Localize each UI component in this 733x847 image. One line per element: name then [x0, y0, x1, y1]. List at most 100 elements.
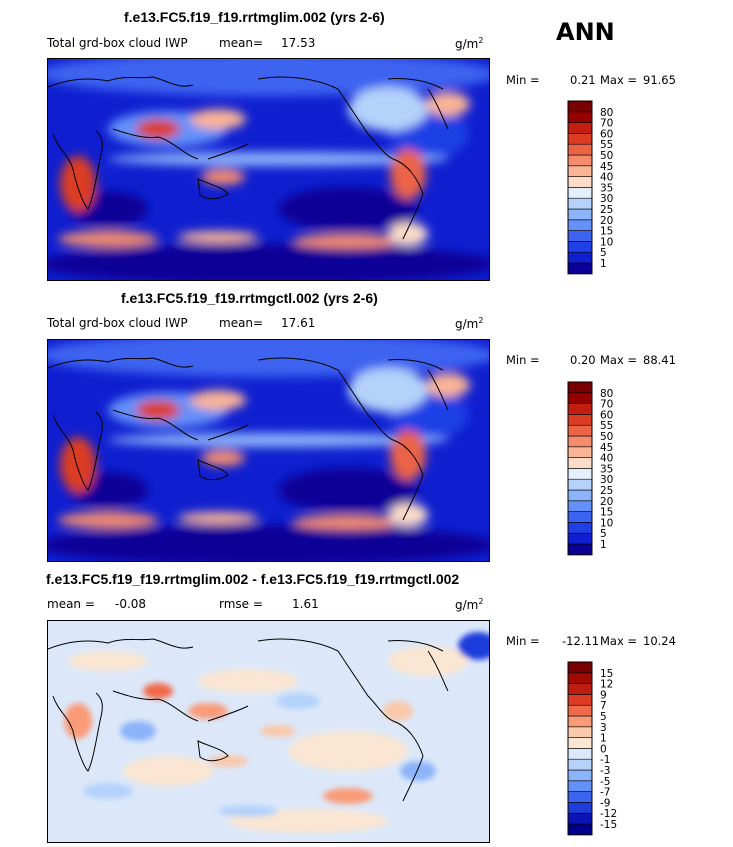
colorbar-swatch — [567, 522, 593, 534]
colorbar-tick-label: 45 — [600, 161, 613, 173]
colorbar-swatch — [567, 165, 593, 177]
panel2-max-value: 88.41 — [643, 353, 676, 367]
colorbar-tick-label: 20 — [600, 215, 613, 227]
colorbar-swatch — [567, 694, 593, 706]
colorbar-swatch — [567, 187, 593, 199]
panel3-max-value: 10.24 — [643, 634, 676, 648]
colorbar-tick-label: 12 — [600, 679, 613, 691]
colorbar-swatch — [567, 672, 593, 684]
colorbar-swatch — [567, 392, 593, 404]
colorbar-swatch — [567, 812, 593, 825]
panel3-title: f.e13.FC5.f19_f19.rrtmglim.002 - f.e13.F… — [46, 571, 460, 587]
colorbar-tick-label: -1 — [600, 754, 610, 766]
panel3-map — [47, 620, 490, 843]
panel1-mean-label: mean= — [219, 36, 264, 50]
panel2-title: f.e13.FC5.f19_f19.rrtmgctl.002 (yrs 2-6) — [121, 290, 378, 306]
colorbar-tick-label: 60 — [600, 128, 613, 140]
colorbar-tick-label: 9 — [600, 689, 607, 701]
panel2-max-label: Max = — [600, 353, 638, 367]
colorbar-swatch — [567, 219, 593, 231]
colorbar-swatch — [567, 403, 593, 415]
panel1-map-plot — [48, 59, 489, 280]
colorbar-tick-label: 0 — [600, 743, 607, 755]
panel3-max-label: Max = — [600, 634, 638, 648]
colorbar-tick-label: 35 — [600, 463, 613, 475]
colorbar-tick-label: 55 — [600, 139, 613, 151]
colorbar-swatch — [567, 726, 593, 738]
colorbar-tick-label: 25 — [600, 485, 613, 497]
panel2-mean-label: mean= — [219, 316, 264, 330]
panel1-mean-value: 17.53 — [281, 36, 316, 50]
colorbar-swatch — [567, 500, 593, 512]
colorbar-tick-label: 1 — [600, 733, 607, 745]
colorbar-swatch — [567, 478, 593, 491]
colorbar-tick-label: 80 — [600, 107, 613, 119]
panel3-rmse-value: 1.61 — [292, 597, 319, 611]
coastlines — [48, 638, 449, 802]
colorbar-swatch — [567, 791, 593, 803]
colorbar-swatch — [567, 435, 593, 448]
colorbar-tick-label: 30 — [600, 474, 613, 486]
panel1-title: f.e13.FC5.f19_f19.rrtmglim.002 (yrs 2-6) — [124, 9, 385, 25]
colorbar-tick-label: 60 — [600, 409, 613, 421]
colorbar-tick-label: -12 — [600, 808, 617, 820]
colorbar-swatch — [567, 511, 593, 523]
colorbar-outline — [567, 661, 593, 836]
colorbar-swatch — [567, 769, 593, 782]
colorbar-swatch — [567, 683, 593, 695]
colorbar-swatch — [567, 208, 593, 221]
colorbar-tick-label: 3 — [600, 722, 607, 734]
colorbar-swatch — [567, 737, 593, 749]
panel1-max-value: 91.65 — [643, 73, 676, 87]
colorbar-tick-label: -3 — [600, 765, 610, 777]
colorbar-tick-label: -15 — [600, 819, 617, 831]
colorbar-swatch — [567, 489, 593, 502]
panel2-map-plot — [48, 340, 489, 561]
colorbar-swatch — [567, 414, 593, 426]
panel3-mean-label: mean = — [47, 597, 95, 611]
colorbar-swatch — [567, 100, 593, 113]
panel3-mean-value: -0.08 — [115, 597, 147, 611]
colorbar-swatch — [567, 197, 593, 210]
colorbar-swatch — [567, 262, 593, 275]
colorbar-tick-label: 5 — [600, 528, 607, 540]
colorbar-tick-label: 50 — [600, 431, 613, 443]
colorbar-swatch — [567, 758, 593, 771]
colorbar-tick-label: -5 — [600, 776, 610, 788]
panel2-variable: Total grd-box cloud IWP — [47, 316, 188, 330]
colorbar-swatch — [567, 251, 593, 264]
colorbar-swatch — [567, 661, 593, 674]
panel1-min-value: 0.21 — [570, 73, 596, 87]
colorbar-tick-label: 7 — [600, 700, 607, 712]
panel3-min-value: -12.11 — [562, 634, 600, 648]
season-label: ANN — [556, 18, 615, 46]
panel2-map — [47, 339, 490, 562]
colorbar-outline — [567, 100, 593, 275]
colorbar-tick-label: 1 — [600, 539, 607, 551]
colorbar-tick-label: 50 — [600, 150, 613, 162]
colorbar-swatch — [567, 122, 593, 134]
colorbar-outline — [567, 381, 593, 556]
colorbar-tick-label: 80 — [600, 388, 613, 400]
colorbar-swatch — [567, 241, 593, 253]
colorbar-tick-label: 5 — [600, 711, 607, 723]
panel2-colorbar: 1 5 10 15 20 25 30 35 40 45 50 55 60 70 80 — [567, 381, 628, 557]
colorbar-swatch — [567, 143, 593, 156]
colorbar-swatch — [567, 424, 593, 437]
panel1-max-label: Max = — [600, 73, 638, 87]
colorbar-swatch — [567, 704, 593, 717]
colorbar-tick-label: 25 — [600, 204, 613, 216]
colorbar-swatch — [567, 780, 593, 792]
colorbar-swatch — [567, 154, 593, 167]
colorbar-tick-label: 40 — [600, 172, 613, 184]
colorbar-swatch — [567, 133, 593, 145]
colorbar-swatch — [567, 532, 593, 545]
coastlines — [48, 76, 449, 240]
colorbar-tick-label: -9 — [600, 797, 610, 809]
panel3-units: g/m2 — [455, 597, 484, 612]
panel2-min-value: 0.20 — [570, 353, 596, 367]
colorbar-swatch — [567, 230, 593, 242]
panel3-map-plot — [48, 621, 489, 842]
